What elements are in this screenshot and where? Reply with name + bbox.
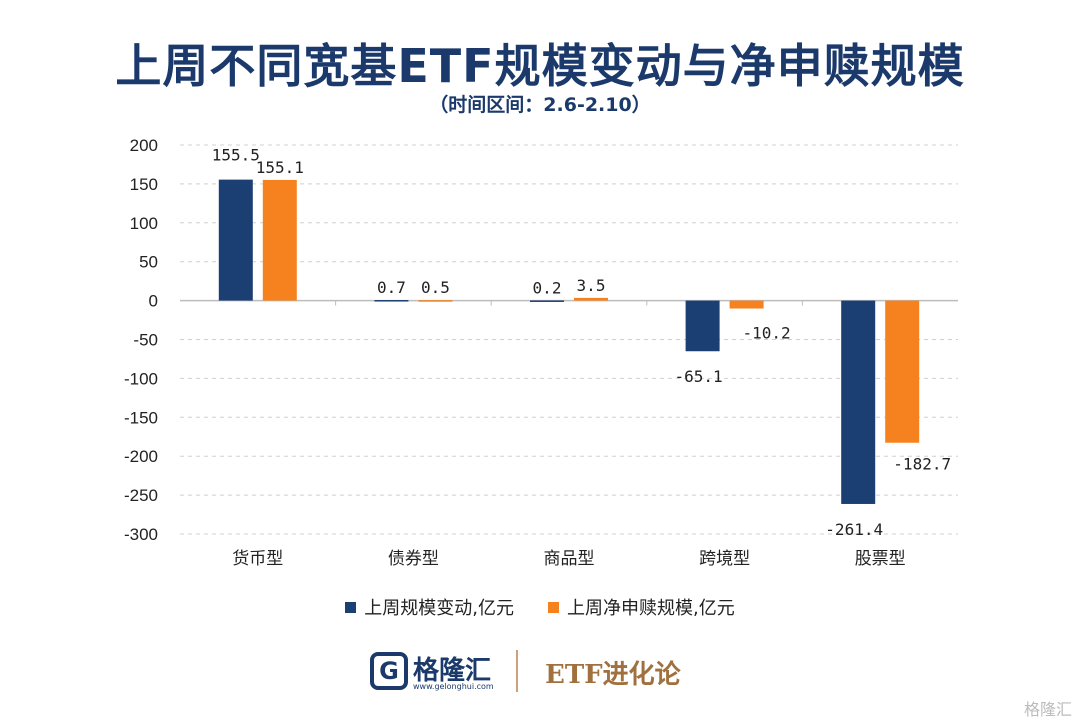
legend-label-net-subscription: 上周净申赎规模,亿元 <box>567 598 735 619</box>
watermark: 格隆汇 <box>1023 700 1072 719</box>
footer: G 格隆汇 www.gelonghui.com ETF进化论 <box>0 650 1080 694</box>
footer-divider <box>516 650 518 692</box>
y-tick-label: -300 <box>124 525 158 544</box>
y-tick-label: 100 <box>130 214 158 233</box>
data-label: -261.4 <box>825 520 883 539</box>
data-label: 155.5 <box>212 146 260 165</box>
data-label: 0.5 <box>421 278 450 297</box>
data-label: -65.1 <box>675 367 723 386</box>
data-label: 0.7 <box>377 278 406 297</box>
gelonghui-logo-url: www.gelonghui.com <box>413 682 494 691</box>
x-tick-label: 货币型 <box>232 549 283 569</box>
data-label: 3.5 <box>577 276 606 295</box>
y-tick-label: 0 <box>149 292 158 311</box>
bar-net-subscription <box>729 300 764 309</box>
chart-title: 上周不同宽基ETF规模变动与净申赎规模 <box>115 39 965 93</box>
legend-swatch-net-subscription <box>548 601 559 613</box>
y-tick-label: -100 <box>124 369 158 388</box>
legend-swatch-scale-change <box>345 601 357 613</box>
x-tick-label: 跨境型 <box>699 549 750 569</box>
legend-label-scale-change: 上周规模变动,亿元 <box>364 598 514 619</box>
legend: 上周规模变动,亿元 上周净申赎规模,亿元 <box>0 594 1080 620</box>
bars <box>218 179 920 504</box>
bar-scale-change <box>685 300 720 352</box>
y-tick-label: -250 <box>124 486 158 505</box>
bar-net-subscription <box>885 300 920 443</box>
y-tick-label: 200 <box>130 136 158 155</box>
data-label: -182.7 <box>893 455 951 474</box>
bar-scale-change <box>374 300 409 302</box>
data-label: 0.2 <box>533 278 562 297</box>
bar-chart: 200 150 100 50 0 -50 -100 -150 -200 -250 -300 货币型 债… <box>124 136 958 569</box>
gelonghui-logo-icon: G <box>370 652 408 690</box>
gelonghui-logo-name: 格隆汇 <box>413 656 492 686</box>
bar-scale-change <box>218 179 253 301</box>
etf-brand-label: ETF进化论 <box>545 660 681 690</box>
bar-net-subscription <box>574 297 608 301</box>
bar-scale-change <box>530 300 564 302</box>
legend-item-scale-change[interactable]: 上周规模变动,亿元 <box>345 594 514 620</box>
x-tick-label: 商品型 <box>544 549 595 569</box>
y-tick-label: 50 <box>139 253 158 272</box>
legend-item-net-subscription[interactable]: 上周净申赎规模,亿元 <box>548 594 735 620</box>
bar-net-subscription <box>262 179 297 301</box>
y-tick-label: -150 <box>124 408 158 427</box>
bar-net-subscription <box>418 300 453 302</box>
x-tick-label: 债券型 <box>388 549 439 569</box>
x-tick-label: 股票型 <box>855 549 906 569</box>
gridlines <box>180 144 958 535</box>
chart-subtitle: （时间区间：2.6-2.10） <box>429 94 651 116</box>
y-tick-label: 150 <box>130 175 158 194</box>
y-tick-label: -200 <box>124 447 158 466</box>
data-label: 155.1 <box>256 158 304 177</box>
bar-scale-change <box>841 300 876 504</box>
data-label: -10.2 <box>743 324 791 343</box>
y-tick-label: -50 <box>133 331 158 350</box>
y-axis: 200 150 100 50 0 -50 -100 -150 -200 -250 -300 <box>124 136 158 544</box>
x-axis: 货币型 债券型 商品型 跨境型 股票型 <box>180 299 958 569</box>
